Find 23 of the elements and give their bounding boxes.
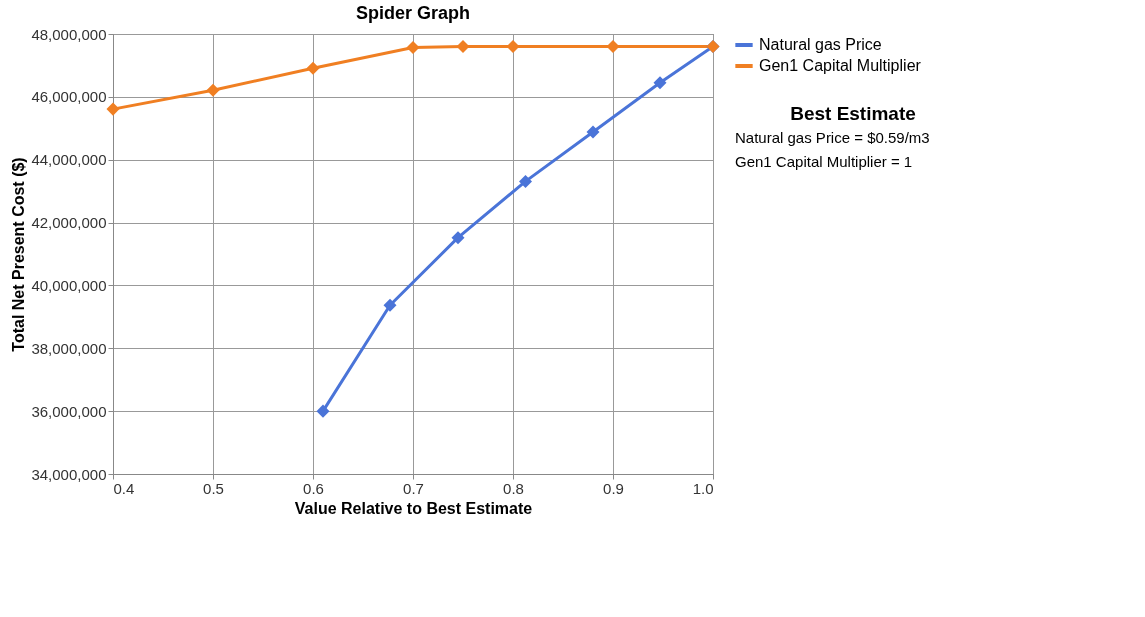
y-tick-label: 44,000,000 xyxy=(31,151,107,169)
x-tick-label: 0.8 xyxy=(503,479,524,497)
text: Best Estimate xyxy=(790,103,916,124)
y-tick-label: 36,000,000 xyxy=(31,402,107,420)
x-tick-label: 0.9 xyxy=(603,479,624,497)
y-tick-label: 42,000,000 xyxy=(31,214,107,232)
y-tick-label: 40,000,000 xyxy=(31,276,107,294)
y-tick-label: 34,000,000 xyxy=(31,465,107,483)
x-tick-label: 1.0 xyxy=(692,479,714,497)
y-axis-title: Total Net Present Cost ($) xyxy=(10,157,28,352)
chart-title: Spider Graph xyxy=(355,3,471,23)
y-tick-label: 48,000,000 xyxy=(31,25,107,43)
legend-label: Gen1 Capital Multiplier xyxy=(759,57,922,74)
x-tick-label: 0.7 xyxy=(403,479,424,497)
text: Natural gas Price = $0.59/m3 xyxy=(735,129,930,146)
legend-label: Natural gas Price xyxy=(759,36,882,53)
x-tick-label: 0.6 xyxy=(303,479,324,497)
x-tick-label: 0.5 xyxy=(203,479,224,497)
text: Gen1 Capital Multiplier = 1 xyxy=(735,153,913,170)
x-tick-label: 0.4 xyxy=(113,479,135,497)
y-tick-label: 38,000,000 xyxy=(31,339,107,357)
x-axis-title: Value Relative to Best Estimate xyxy=(294,499,533,517)
y-tick-label: 46,000,000 xyxy=(31,88,107,106)
